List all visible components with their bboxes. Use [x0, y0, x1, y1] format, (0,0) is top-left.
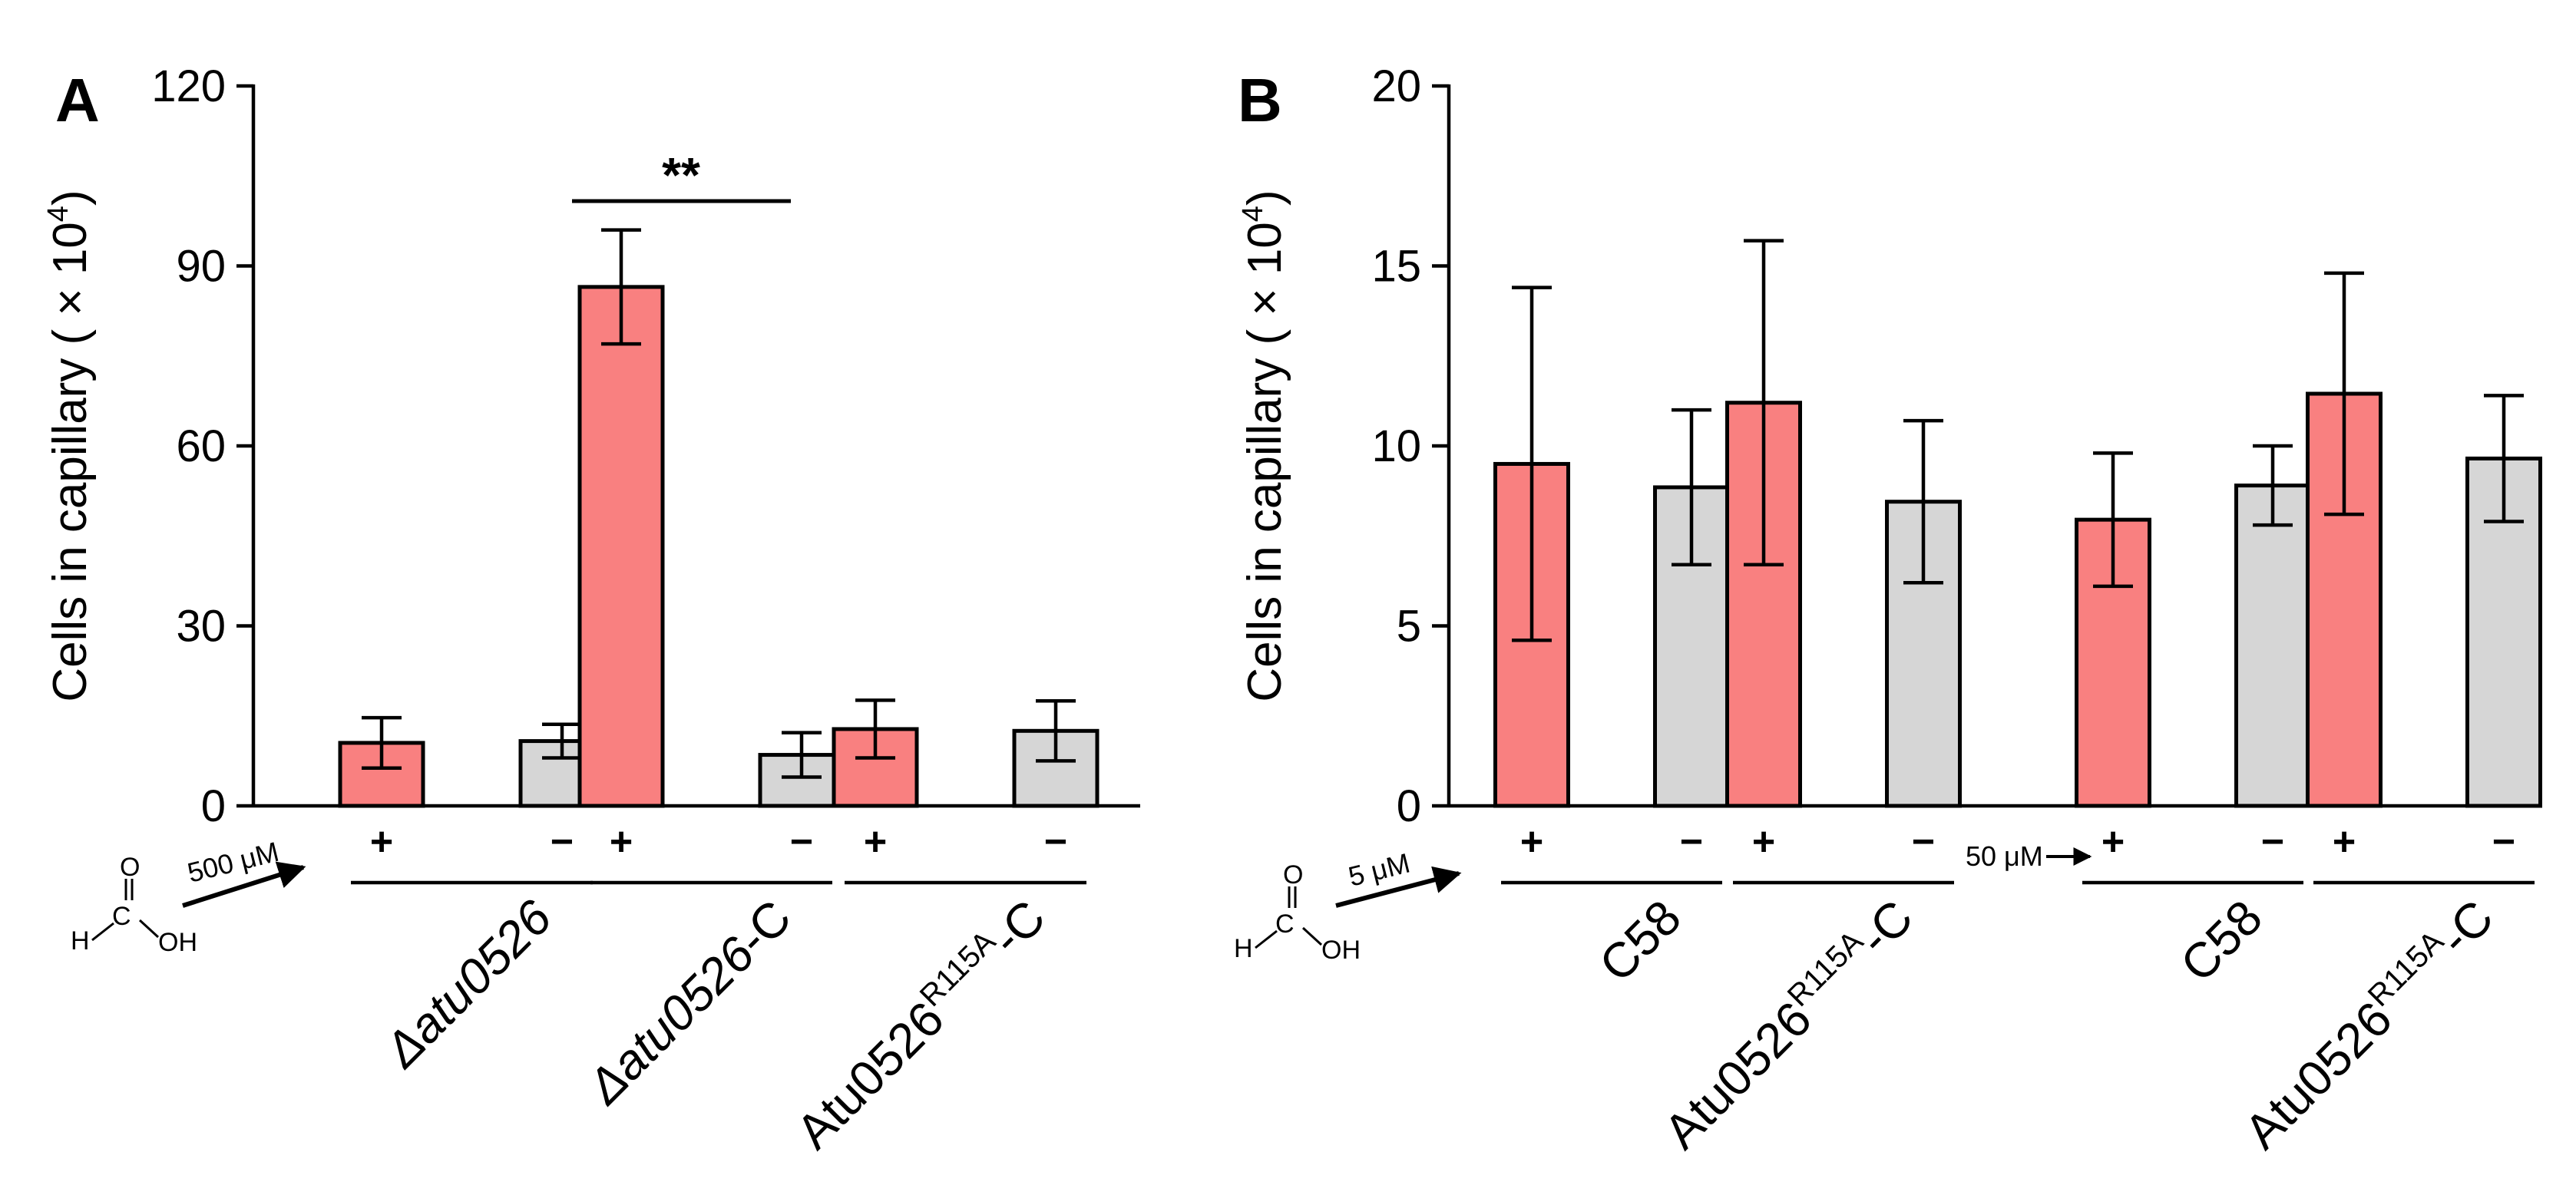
panel-a-y-tick-label: 90 [176, 242, 226, 292]
panel-b-concentration-5: 5 μM [1345, 847, 1413, 892]
panel-b-group-label: C58 [2170, 890, 2273, 992]
panel-a-arrow [182, 861, 306, 908]
panel-b-arrow-5 [1335, 866, 1462, 908]
panel-b-group-label: C58 [1589, 890, 1691, 992]
panel-a-y-tick-label: 60 [176, 421, 226, 471]
panel-a-y-tick-label: 30 [176, 602, 226, 652]
panel-b-mol-h: H [1234, 934, 1253, 963]
panel-b-sign-label: − [1912, 820, 1935, 864]
panel-b-mol-bond [1255, 929, 1278, 949]
panel-b-sign-label: − [2261, 820, 2284, 864]
panel-b-y-label: Cells in capillary ( × 104) [1237, 190, 1291, 701]
panel-b-y-tick-label: 10 [1371, 421, 1421, 471]
panel-a-sign-label: + [610, 820, 633, 864]
panel-a-mol-oh: OH [158, 928, 197, 957]
panel-b-letter: B [1238, 66, 1282, 134]
panel-a-letter: A [55, 66, 100, 134]
panel-a-mol-bond [91, 922, 114, 942]
panel-b-y-tick-label: 15 [1371, 242, 1421, 292]
panel-b-concentration-50: 50 μM [1966, 840, 2043, 872]
panel-b-sign-label: + [2333, 820, 2356, 864]
panel-b-group-label: Atu0526R115A-C [2232, 888, 2504, 1160]
panel-b-bar-control [2234, 484, 2311, 808]
panel-a-sign-label: + [370, 820, 393, 864]
panel-a-sign-label: − [551, 820, 574, 864]
panel-b-sign-label: + [2101, 820, 2125, 864]
panel-b-sign-label: + [1752, 820, 1775, 864]
panel-a-y-label: Cells in capillary ( × 104) [42, 190, 97, 701]
panel-b-sign-label: − [2492, 820, 2515, 864]
panel-a-y-tick-label: 0 [201, 781, 226, 831]
panel-b-y-tick-label: 5 [1397, 602, 1421, 652]
panel-a-bar-treated [577, 285, 665, 808]
panel-b-mol-bond [1301, 926, 1323, 946]
panel-b-mol-c: C [1275, 909, 1295, 939]
panel-a-y-tick-label: 120 [151, 61, 226, 111]
panel-b-sign-label: + [1520, 820, 1543, 864]
panel-a-group-label: Atu0526R115A-C [784, 888, 1056, 1160]
panel-b-y-tick-label: 0 [1397, 781, 1421, 831]
panel-a-group-label: Δatu0526 [373, 890, 563, 1079]
panel-a-sign-label: − [1044, 820, 1067, 864]
panel-b-mol-oh: OH [1321, 936, 1361, 965]
panel-a-significance: ** [662, 147, 700, 203]
panel-a-group-label: Δatu0526-C [576, 890, 802, 1115]
panel-a-mol-o: O [120, 853, 140, 882]
panel-a-mol-c: C [112, 902, 131, 931]
panel-b-group-label: Atu0526R115A-C [1652, 888, 1923, 1160]
panel-b-y-tick-label: 20 [1371, 61, 1421, 111]
panel-b-mol-o: O [1283, 860, 1303, 890]
panel-a-sign-label: − [790, 820, 813, 864]
panel-a-sign-label: + [864, 820, 887, 864]
panel-a-mol-h: H [71, 926, 90, 956]
panel-a-mol-bond [138, 919, 160, 939]
panel-b-sign-label: − [1680, 820, 1703, 864]
